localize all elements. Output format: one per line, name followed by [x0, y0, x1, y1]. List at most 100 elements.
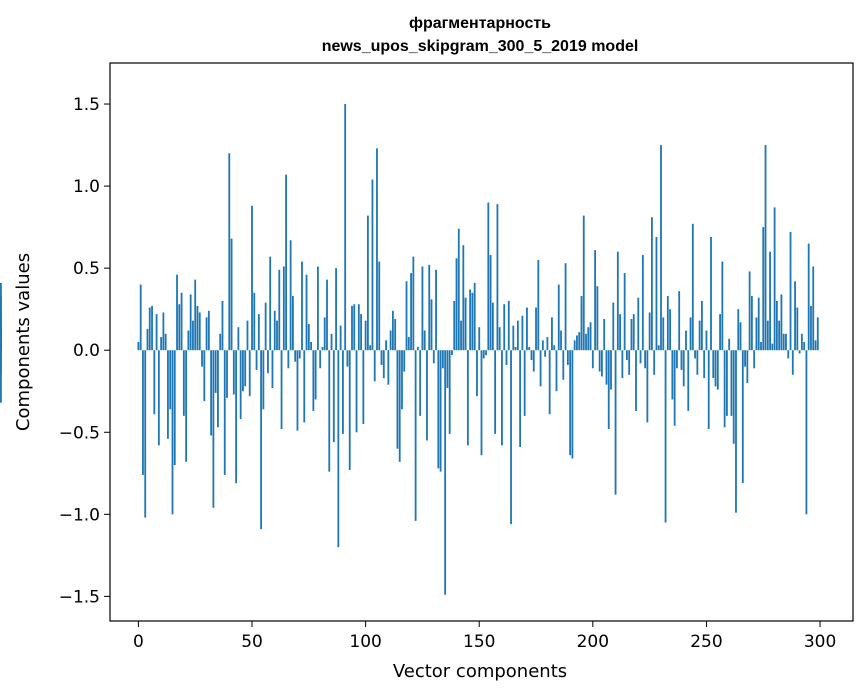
bar-42 — [232, 350, 235, 395]
bar-248 — [700, 300, 703, 351]
bar-195 — [580, 296, 583, 351]
bar-182 — [551, 317, 553, 351]
bar-137 — [448, 350, 451, 434]
bar-229 — [657, 345, 660, 351]
bar-233 — [666, 296, 669, 351]
bar-274 — [760, 342, 762, 351]
bar-283 — [780, 294, 783, 351]
bar-97 — [357, 304, 360, 351]
bar-287 — [789, 232, 792, 351]
bar-89 — [339, 325, 342, 351]
bar-214 — [623, 273, 626, 351]
bar-185 — [557, 284, 560, 351]
bar-234 — [669, 309, 671, 351]
bar-102 — [369, 345, 372, 351]
bar-61 — [276, 320, 278, 351]
bar-219 — [635, 350, 637, 411]
bar-224 — [646, 350, 649, 423]
bar-299 — [816, 317, 819, 351]
bar-37 — [221, 300, 224, 351]
bar-8 — [155, 314, 158, 351]
bar-151 — [480, 350, 483, 456]
bar-41 — [230, 238, 233, 351]
bar-73 — [303, 350, 306, 423]
bar-76 — [310, 342, 312, 351]
bar-23 — [189, 294, 192, 351]
bar-52 — [255, 350, 258, 370]
bar-80 — [319, 350, 322, 369]
bar-270 — [750, 296, 753, 351]
bar-189 — [566, 350, 569, 365]
bar-28 — [201, 350, 203, 367]
bar-17 — [176, 274, 178, 351]
chart-title: фрагментарность — [409, 15, 551, 32]
plot-area-frame — [109, 62, 854, 622]
bar-106 — [378, 261, 381, 351]
bar-190 — [569, 350, 572, 456]
bar-179 — [544, 350, 547, 357]
bar-82 — [323, 317, 326, 351]
bar-221 — [639, 350, 642, 364]
bar-57 — [267, 350, 269, 374]
bar-207 — [607, 350, 610, 429]
bar-222 — [641, 255, 644, 351]
bar-59 — [271, 350, 274, 388]
bar-75 — [307, 323, 310, 351]
bar-239 — [680, 350, 683, 370]
bar-225 — [648, 312, 651, 351]
bar-series — [0, 104, 819, 595]
bar-51 — [253, 292, 256, 351]
bar-155 — [489, 255, 492, 351]
y-tick-label: −1.0 — [59, 505, 100, 525]
bar-142 — [460, 320, 462, 351]
bar-98 — [360, 314, 362, 351]
bar-132 — [437, 350, 440, 469]
bar-184 — [555, 350, 558, 392]
bar-19 — [180, 292, 183, 351]
bar-62 — [278, 269, 281, 351]
bar-43 — [235, 350, 238, 484]
bar-141 — [457, 228, 460, 351]
bar-169 — [521, 315, 524, 351]
bar-44 — [237, 327, 240, 351]
bar-230 — [660, 145, 662, 351]
bar-180 — [546, 337, 549, 351]
bar-119 — [407, 337, 410, 351]
bar-245 — [694, 350, 696, 359]
bar-154 — [487, 202, 490, 351]
bar-83 — [326, 279, 328, 351]
bar-116 — [401, 350, 403, 410]
bar-122 — [414, 350, 417, 521]
bar-228 — [655, 236, 658, 351]
bar-236 — [673, 350, 676, 426]
bar-10 — [160, 337, 163, 351]
x-tick-label: 100 — [349, 632, 381, 652]
bar-178 — [541, 340, 544, 351]
bar-227 — [653, 350, 656, 375]
bar-285 — [785, 333, 787, 351]
bar-243 — [689, 317, 692, 351]
bar-171 — [526, 307, 528, 351]
bar-231 — [662, 317, 665, 351]
bar-113 — [394, 319, 397, 351]
bar-50 — [251, 205, 253, 351]
bar-159 — [498, 327, 501, 351]
bar-153 — [485, 350, 487, 356]
bar-53 — [257, 314, 260, 351]
bar-267 — [744, 350, 746, 367]
bar-242 — [687, 350, 690, 411]
bar-158 — [496, 204, 499, 351]
bar-211 — [616, 251, 619, 351]
bar-254 — [714, 350, 717, 387]
bar-26 — [196, 305, 199, 351]
bar-256 — [719, 314, 721, 351]
bar-33 — [212, 350, 215, 508]
bar-2 — [142, 350, 144, 475]
bar-30 — [205, 317, 208, 351]
bar-296 — [810, 305, 812, 351]
bar-177 — [539, 350, 542, 387]
bar-72 — [301, 261, 303, 351]
x-tick-label: 0 — [133, 632, 144, 652]
bar-294 — [805, 350, 808, 515]
bar-undefined — [0, 350, 2, 374]
